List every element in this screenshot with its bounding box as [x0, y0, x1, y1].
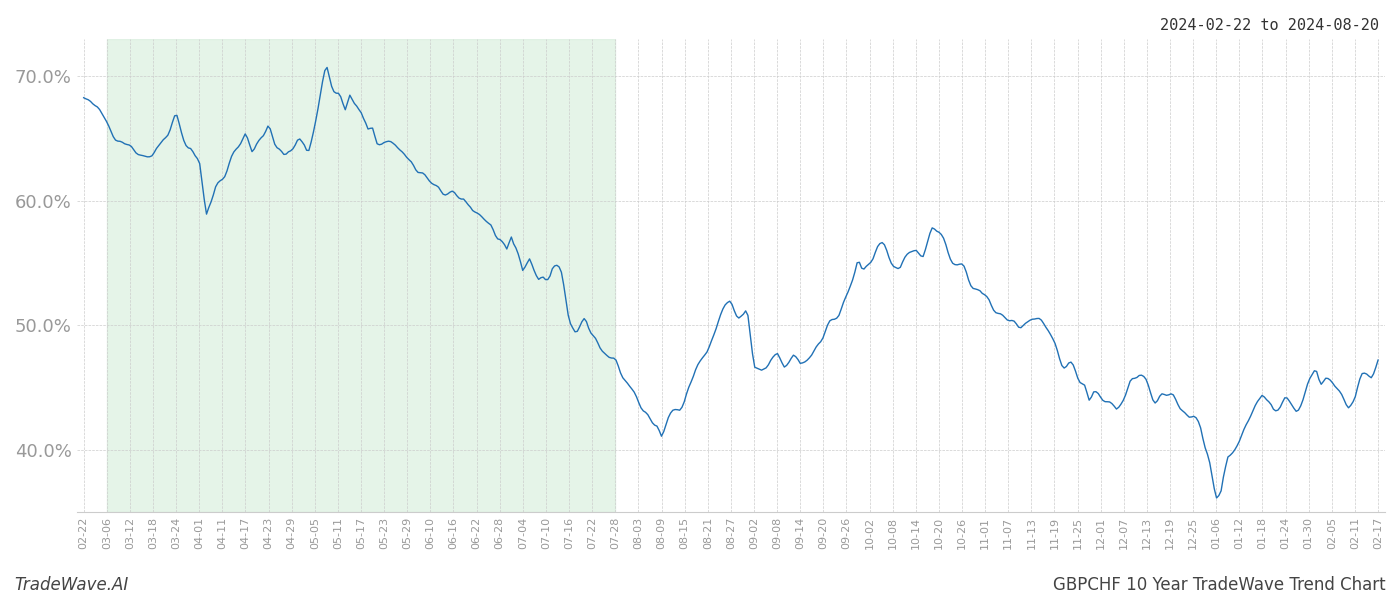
Text: GBPCHF 10 Year TradeWave Trend Chart: GBPCHF 10 Year TradeWave Trend Chart: [1053, 576, 1386, 594]
Bar: [106, 39, 615, 512]
Text: TradeWave.AI: TradeWave.AI: [14, 576, 129, 594]
Text: 2024-02-22 to 2024-08-20: 2024-02-22 to 2024-08-20: [1161, 18, 1379, 33]
